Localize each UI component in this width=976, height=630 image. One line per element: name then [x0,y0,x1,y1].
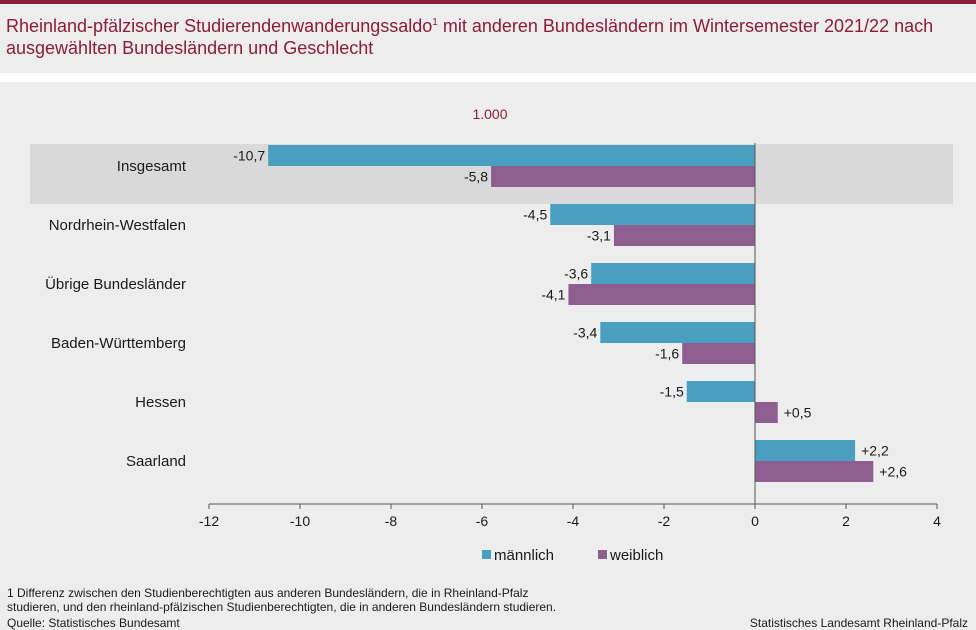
x-tick-label: 4 [933,513,941,529]
category-label-hessen: Hessen [135,394,186,411]
value-label-weiblich-baden-wuerttemberg: -1,6 [655,346,679,362]
bar-weiblich-nordrhein-westfalen [613,225,755,246]
value-label-maennlich-insgesamt: -10,7 [233,148,265,164]
category-label-uebrige-bundeslaender: Übrige Bundesländer [45,275,186,293]
bar-weiblich-insgesamt [491,166,755,187]
x-tick-label: -4 [567,513,580,529]
value-label-maennlich-saarland: +2,2 [861,443,889,459]
bar-weiblich-baden-wuerttemberg [682,343,755,364]
legend-swatch-weiblich [598,550,607,559]
source-note: Quelle: Statistisches Bundesamt [7,616,180,630]
x-tick-label: 2 [842,513,850,529]
bar-maennlich-insgesamt [268,145,755,166]
legend-swatch-maennlich [482,550,491,559]
bar-chart: 1.000 Insgesamt Nordrhein-Westfalen Übrige… [30,106,953,564]
top-accent-rule [0,0,976,4]
category-label-saarland: Saarland [126,453,186,470]
value-label-maennlich-uebrige-bundeslaender: -3,6 [564,266,588,282]
bar-maennlich-nordrhein-westfalen [550,204,755,225]
footnote-line-2: studieren, und den rheinland-pfälzischen… [7,600,557,614]
category-label-insgesamt: Insgesamt [117,158,187,175]
legend-label-weiblich: weiblich [609,547,663,564]
x-tick-label: -6 [476,513,489,529]
chart-title: Rheinland-pfälzischer Studierendenwander… [6,16,934,58]
legend-label-maennlich: männlich [494,547,554,564]
title-separator [0,73,976,82]
category-label-nordrhein-westfalen: Nordrhein-Westfalen [49,217,186,234]
x-tick-label: -12 [199,513,219,529]
category-label-baden-wuerttemberg: Baden-Württemberg [51,335,186,352]
footnote: 1 Differenz zwischen den Studienberechti… [7,586,647,614]
unit-label: 1.000 [472,106,507,122]
value-label-weiblich-uebrige-bundeslaender: -4,1 [541,287,565,303]
x-tick-label: 0 [751,513,759,529]
x-tick-label: -8 [385,513,398,529]
value-label-weiblich-hessen: +0,5 [784,405,812,421]
value-label-weiblich-insgesamt: -5,8 [464,169,488,185]
title-footnote-mark: 1 [432,17,438,28]
publisher-note: Statistisches Landesamt Rheinland-Pfalz [749,616,968,630]
value-label-weiblich-saarland: +2,6 [879,464,907,480]
bar-weiblich-uebrige-bundeslaender [568,284,755,305]
bar-maennlich-saarland [755,440,856,461]
value-label-weiblich-nordrhein-westfalen: -3,1 [587,228,611,244]
footnote-line-1: 1 Differenz zwischen den Studienberechti… [7,586,529,600]
bar-maennlich-baden-wuerttemberg [600,322,755,343]
value-label-maennlich-baden-wuerttemberg: -3,4 [573,325,597,341]
x-tick-label: -10 [290,513,310,529]
bar-maennlich-uebrige-bundeslaender [591,263,755,284]
bar-weiblich-saarland [755,461,874,482]
value-label-maennlich-hessen: -1,5 [660,384,684,400]
x-tick-label: -2 [658,513,671,529]
bar-weiblich-hessen [755,402,778,423]
bar-maennlich-hessen [686,381,755,402]
value-label-maennlich-nordrhein-westfalen: -4,5 [523,207,547,223]
